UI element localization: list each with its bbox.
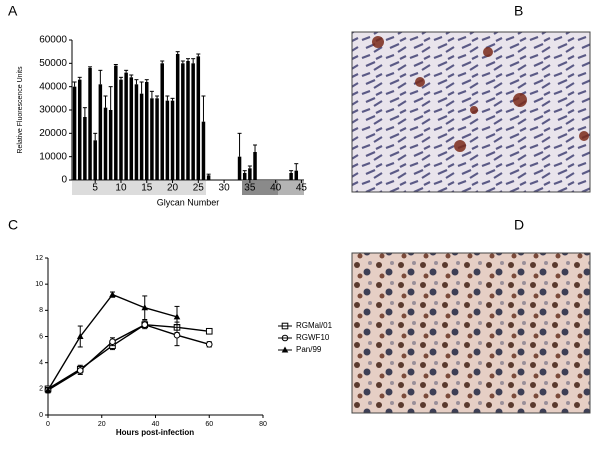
- bar: [139, 93, 144, 180]
- x-tick-label: 20: [98, 421, 106, 428]
- bar: [242, 173, 247, 180]
- y-tick-label: 8: [39, 307, 43, 314]
- bar: [237, 156, 242, 180]
- axis-band: [242, 181, 278, 195]
- y-tick-label: 50000: [39, 58, 67, 69]
- marker: [76, 367, 84, 374]
- bar: [196, 56, 201, 181]
- line: [47, 324, 210, 390]
- x-tick-label: 60: [205, 421, 213, 428]
- marker: [173, 313, 181, 320]
- bar: [160, 63, 164, 181]
- marker: [109, 291, 116, 298]
- bar: [175, 54, 180, 180]
- bar: [289, 173, 293, 180]
- bar: [294, 170, 299, 180]
- bar: [170, 100, 175, 180]
- axis-band: [278, 181, 304, 195]
- y-tick-label: 40000: [39, 81, 67, 92]
- y-tick-label: 60000: [39, 35, 67, 46]
- x-tick-label: 10: [115, 183, 127, 194]
- y-tick-label: 4: [39, 360, 43, 367]
- panel-label: A: [8, 3, 18, 19]
- bar: [206, 175, 211, 180]
- y-tick-label: 10: [35, 281, 43, 288]
- bar: [201, 121, 206, 180]
- x-tick-label: 0: [46, 421, 50, 428]
- y-tick-label: 0: [61, 175, 67, 186]
- bar: [114, 65, 118, 180]
- bar: [119, 79, 123, 180]
- x-axis-label: Glycan Number: [157, 197, 220, 207]
- x-tick-label: 20: [167, 183, 179, 194]
- y-tick-label: 2: [39, 386, 43, 393]
- panel-label: D: [514, 217, 524, 233]
- marker: [76, 333, 84, 339]
- bar: [124, 72, 128, 180]
- x-tick-label: 30: [219, 183, 231, 194]
- x-tick-label: 5: [92, 183, 98, 194]
- y-tick-label: 6: [39, 333, 43, 340]
- bar: [150, 98, 154, 180]
- bar: [103, 107, 108, 180]
- bar: [191, 63, 195, 181]
- bar: [72, 86, 77, 180]
- bar: [129, 77, 134, 180]
- bar: [165, 100, 170, 180]
- legend-label: Pan/99: [296, 345, 322, 354]
- y-tick-label: 30000: [39, 105, 67, 116]
- legend-label: RGMal/01: [296, 321, 333, 330]
- bar: [186, 61, 190, 180]
- bar: [145, 82, 149, 180]
- y-tick-label: 0: [39, 412, 43, 419]
- marker: [205, 327, 213, 335]
- marker: [205, 341, 213, 348]
- marker: [173, 331, 181, 339]
- y-axis-label: Relative Fluorescence Units: [17, 66, 24, 154]
- legend-label: RGWF10: [296, 333, 330, 342]
- line: [47, 323, 210, 391]
- x-tick-label: 80: [259, 421, 267, 428]
- bar: [88, 68, 92, 180]
- marker: [141, 304, 149, 311]
- bar: [83, 117, 87, 180]
- bar: [93, 140, 97, 180]
- bar: [77, 79, 82, 180]
- marker: [109, 338, 116, 346]
- x-tick-label: 40: [152, 421, 160, 428]
- x-tick-label: 15: [141, 183, 153, 194]
- bar: [253, 152, 257, 180]
- y-tick-label: 20000: [39, 128, 67, 139]
- bar: [248, 168, 252, 180]
- marker: [141, 321, 149, 329]
- bar: [155, 98, 159, 180]
- x-tick-label: 25: [193, 183, 205, 194]
- x-tick-label: 45: [296, 183, 308, 194]
- y-tick-label: 10000: [39, 151, 67, 162]
- panel-label: C: [8, 217, 18, 233]
- marker: [44, 386, 52, 393]
- axis-band: [72, 181, 206, 195]
- bar: [98, 84, 103, 180]
- x-tick-label: 40: [270, 183, 282, 194]
- bar: [108, 110, 113, 180]
- micrograph: [351, 252, 591, 414]
- stained-cells: [372, 36, 589, 152]
- x-axis-label: Hours post-infection: [116, 428, 194, 437]
- x-tick-label: 35: [244, 183, 256, 194]
- bar: [181, 63, 185, 181]
- bar: [134, 84, 139, 180]
- panel-label: B: [514, 3, 523, 19]
- y-tick-label: 12: [35, 255, 43, 262]
